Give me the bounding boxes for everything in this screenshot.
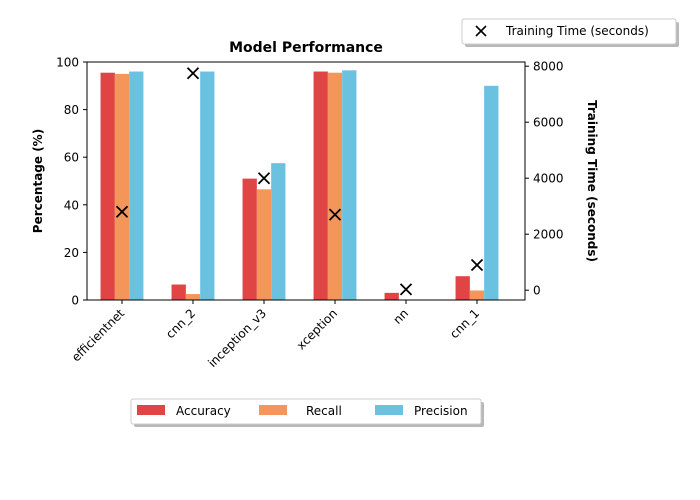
y-axis-right-label: Training Time (seconds) <box>585 100 599 262</box>
left-tick-label: 0 <box>71 294 79 308</box>
bar-recall-efficientnet <box>114 73 130 301</box>
bar-precision-xception <box>342 70 357 300</box>
bar-accuracy-cnn_2 <box>171 284 186 300</box>
bar-accuracy-inception_v3 <box>242 178 257 300</box>
right-tick-label: 4000 <box>533 172 564 186</box>
x-tick-label-cnn_1: cnn_1 <box>447 306 482 341</box>
left-tick-label: 80 <box>64 103 79 117</box>
legend-label-precision: Precision <box>414 404 468 418</box>
training-time-marker-inception_v3 <box>257 172 271 185</box>
bar-precision-cnn_2 <box>200 71 215 301</box>
legend-training-time[interactable]: Training Time (seconds) <box>461 18 679 47</box>
x-tick-label-efficientnet: efficientnet <box>69 306 127 364</box>
bar-precision-cnn_1 <box>484 85 499 300</box>
left-tick-label: 60 <box>64 151 79 165</box>
bar-accuracy-cnn_1 <box>455 276 470 300</box>
training-time-marker-nn <box>399 283 413 296</box>
training-time-markers <box>115 67 484 296</box>
training-time-marker-efficientnet <box>115 205 129 218</box>
legend-swatch-accuracy <box>137 405 165 415</box>
left-tick-label: 100 <box>56 56 79 70</box>
bar-recall-xception <box>327 72 343 301</box>
x-tick-label-nn: nn <box>390 306 411 327</box>
bar-precision-inception_v3 <box>271 163 286 300</box>
legend-label-accuracy: Accuracy <box>176 404 231 418</box>
left-axis: 0 20 40 60 80 100 <box>56 56 87 308</box>
plot-frame <box>86 61 526 301</box>
training-time-marker-cnn_1 <box>470 258 484 272</box>
bar-precision-efficientnet <box>129 71 144 301</box>
right-axis: 0 2000 4000 6000 8000 <box>525 60 564 298</box>
x-marker-icon <box>475 25 487 37</box>
bar-accuracy-efficientnet <box>100 72 115 301</box>
bar-recall-cnn_1 <box>469 290 485 300</box>
legend-swatch-precision <box>375 405 403 415</box>
bar-accuracy-xception <box>313 71 328 301</box>
x-tick-label-inception_v3: inception_v3 <box>205 306 269 370</box>
x-axis: efficientnet cnn_2 inception_v3 xception nn c… <box>69 300 482 370</box>
training-time-marker-xception <box>328 208 342 221</box>
x-tick-label-xception: xception <box>294 306 340 352</box>
right-tick-label: 2000 <box>533 228 564 242</box>
bar-recall-inception_v3 <box>256 189 272 300</box>
x-tick-label-cnn_2: cnn_2 <box>163 306 198 341</box>
legend-label-training-time: Training Time (seconds) <box>505 24 649 38</box>
legend-metrics[interactable]: Accuracy Recall Precision <box>130 398 484 427</box>
right-tick-label: 8000 <box>533 60 564 74</box>
right-tick-label: 6000 <box>533 116 564 130</box>
left-tick-label: 40 <box>64 198 79 212</box>
bar-recall-cnn_2 <box>185 294 201 300</box>
training-time-marker-cnn_2 <box>186 67 200 80</box>
y-axis-left-label: Percentage (%) <box>31 129 45 233</box>
bar-accuracy-nn <box>384 292 399 300</box>
right-tick-label: 0 <box>533 284 541 298</box>
legend-swatch-recall <box>259 405 287 415</box>
bars <box>100 70 499 301</box>
left-tick-label: 20 <box>64 246 79 260</box>
legend-label-recall: Recall <box>306 404 342 418</box>
chart-title: Model Performance <box>229 40 383 56</box>
